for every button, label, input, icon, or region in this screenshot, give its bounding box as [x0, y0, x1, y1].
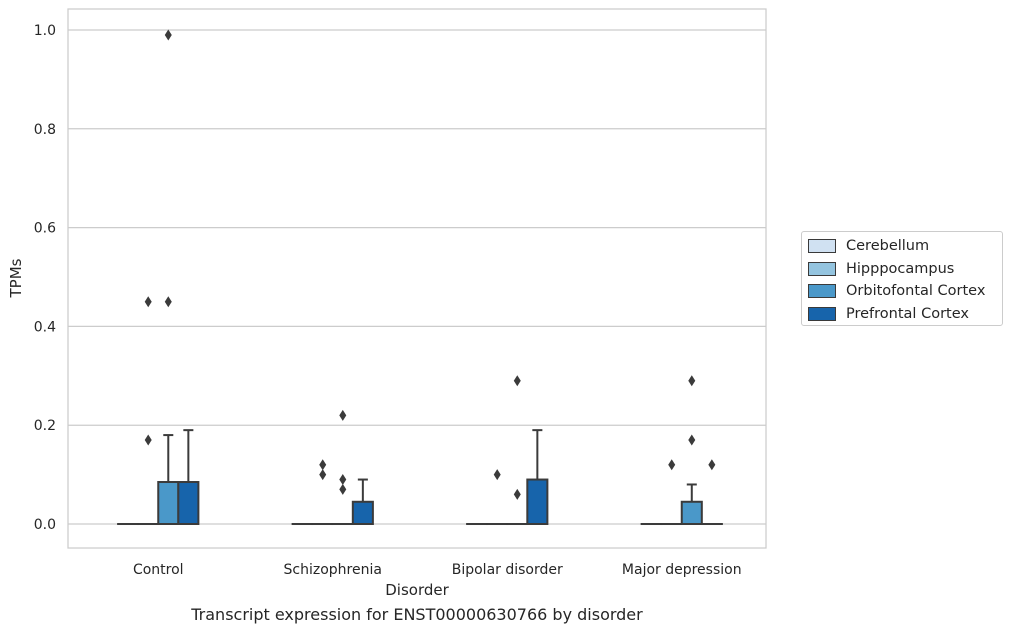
y-tick-label: 0.8	[34, 122, 56, 138]
outlier-point	[513, 375, 521, 387]
outlier-points	[144, 29, 716, 500]
legend-label: Hipppocampus	[846, 260, 955, 277]
outlier-point	[144, 434, 152, 446]
y-tick-label: 0.4	[34, 319, 56, 335]
legend-swatch	[808, 306, 836, 321]
chart: 0.0 0.2 0.4 0.6 0.8 1.0 Control Schizophrenia B…	[7, 8, 767, 599]
box-prefrontal-cortex	[351, 478, 374, 525]
box	[157, 481, 180, 526]
outlier-point	[144, 296, 152, 308]
legend-label: Orbitofontal Cortex	[846, 283, 986, 300]
x-tick-label: Control	[133, 562, 184, 578]
plot-frame	[67, 8, 767, 549]
legend: Cerebellum Hipppocampus Orbitofontal Corte…	[801, 231, 1003, 326]
box-orbitofontal-cortex	[680, 483, 703, 525]
outlier-point	[668, 459, 676, 471]
y-tick-labels: 0.0 0.2 0.4 0.6 0.8 1.0	[34, 23, 56, 533]
box-prefrontal-cortex	[177, 429, 200, 526]
box	[351, 500, 374, 525]
plot-background	[68, 9, 766, 548]
box	[526, 478, 549, 526]
outlier-point	[339, 409, 347, 421]
outlier-point	[319, 459, 327, 471]
y-tick-label: 0.6	[34, 221, 56, 237]
box-groups	[117, 429, 723, 526]
y-axis-label: TPMs	[7, 258, 25, 298]
outlier-point	[688, 434, 696, 446]
box-orbitofontal-cortex	[157, 434, 180, 526]
legend-swatch	[808, 239, 836, 254]
outlier-point	[339, 483, 347, 495]
legend-swatch	[808, 284, 836, 299]
x-axis-label: Disorder	[385, 581, 449, 599]
legend-swatch	[808, 261, 836, 276]
outlier-point	[513, 488, 521, 500]
y-tick-label: 0.0	[34, 517, 56, 533]
outlier-point	[164, 296, 172, 308]
outlier-point	[339, 474, 347, 486]
legend-item: Prefrontal Cortex	[808, 303, 1002, 326]
legend-item: Orbitofontal Cortex	[808, 280, 1002, 303]
x-tick-labels: Control Schizophrenia Bipolar disorder Majo…	[133, 562, 742, 578]
box	[680, 500, 703, 525]
legend-item: Hipppocampus	[808, 258, 1002, 281]
outlier-point	[164, 29, 172, 41]
outlier-point	[493, 469, 501, 481]
outlier-point	[319, 469, 327, 481]
y-tick-label: 1.0	[34, 23, 56, 39]
chart-caption: Transcript expression for ENST0000063076…	[191, 605, 643, 624]
outlier-point	[708, 459, 716, 471]
outlier-point	[688, 375, 696, 387]
x-tick-label: Schizophrenia	[284, 562, 382, 578]
x-tick-label: Major depression	[622, 562, 742, 578]
x-tick-label: Bipolar disorder	[452, 562, 563, 578]
box-prefrontal-cortex	[526, 429, 549, 526]
y-tick-label: 0.2	[34, 418, 56, 434]
legend-item: Cerebellum	[808, 235, 1002, 258]
legend-label: Prefrontal Cortex	[846, 305, 969, 322]
legend-label: Cerebellum	[846, 238, 930, 255]
box	[177, 481, 200, 526]
